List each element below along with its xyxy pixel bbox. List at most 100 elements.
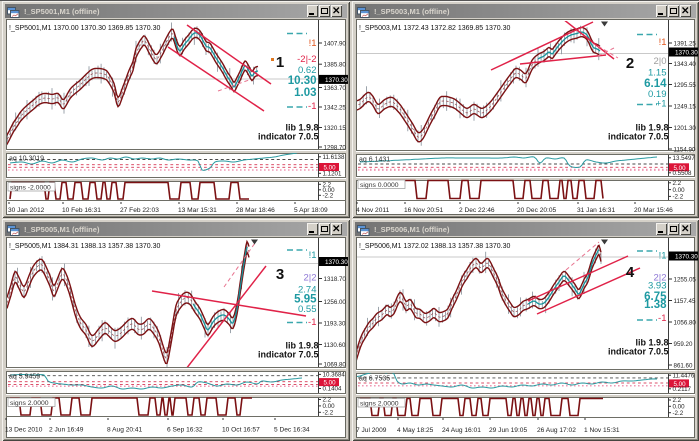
svg-text:13 Dec 2010: 13 Dec 2010 [5,427,43,434]
svg-text:4 Nov 2011: 4 Nov 2011 [356,207,390,214]
svg-text:30 Jan 2012: 30 Jan 2012 [8,207,45,214]
svg-text:aq 6.7535: aq 6.7535 [359,376,390,383]
svg-text:1.1201: 1.1201 [323,171,342,178]
svg-text:0.2117: 0.2117 [673,386,692,393]
svg-text:!_SP5005,M1 1384.31 1388.13 1: !_SP5005,M1 1384.31 1388.13 1357.38 1370… [9,243,161,250]
svg-text:1343.40: 1343.40 [674,61,697,68]
svg-text:10 Feb 16:31: 10 Feb 16:31 [62,207,101,214]
svg-text:16 Nov 20:51: 16 Nov 20:51 [404,207,444,214]
svg-text:!1: !1 [309,250,317,261]
svg-text:2|2: 2|2 [653,272,666,283]
svg-text:1370.30: 1370.30 [325,77,348,84]
svg-text:!_SP5006,M1 1372.02 1388.13 1: !_SP5006,M1 1372.02 1388.13 1357.38 1370… [359,243,511,250]
svg-text:1370.30: 1370.30 [325,259,348,266]
svg-text:24 Aug 16:01: 24 Aug 16:01 [442,427,481,434]
svg-text:0.5508: 0.5508 [673,170,692,177]
svg-text:indicator 7.0.5: indicator 7.0.5 [258,132,319,142]
svg-text:1.03: 1.03 [294,87,316,99]
svg-text:1.38: 1.38 [644,299,667,311]
svg-text:!1: !1 [659,250,667,261]
svg-text:aq 10.3019: aq 10.3019 [9,156,44,163]
svg-text:2.74: 2.74 [298,284,317,295]
svg-text:0.19: 0.19 [648,89,667,100]
svg-text:-2.2: -2.2 [673,410,684,417]
svg-text:2.2: 2.2 [673,180,682,187]
svg-text:5 Dec 16:34: 5 Dec 16:34 [274,427,310,434]
svg-text:!1: !1 [309,38,317,49]
svg-text:lib 1.9.8: lib 1.9.8 [285,341,318,351]
svg-text:2|2: 2|2 [303,272,316,283]
svg-text:1056.80: 1056.80 [674,320,697,327]
svg-text:5.00: 5.00 [324,165,337,172]
svg-text:28 Mar 18:46: 28 Mar 18:46 [236,207,275,214]
svg-text:1069.80: 1069.80 [324,362,347,369]
svg-text:0.00: 0.00 [673,404,686,411]
svg-text:1256.00: 1256.00 [324,299,347,306]
svg-text:1255.05: 1255.05 [674,277,697,284]
svg-text:10.30: 10.30 [288,75,317,87]
svg-text:2: 2 [626,55,634,72]
svg-text:5.00: 5.00 [324,380,337,387]
svg-text:1201.30: 1201.30 [674,125,697,132]
svg-text:1391.25: 1391.25 [674,41,697,48]
svg-text:1130.60: 1130.60 [324,342,346,349]
svg-text:1154.90: 1154.90 [674,147,696,154]
svg-text:4 May 18:25: 4 May 18:25 [397,427,434,434]
svg-text:!_SP5003,M1 1372.43 1372.82 1: !_SP5003,M1 1372.43 1372.82 1369.85 1370… [359,25,511,32]
svg-text:signs 0.0000: signs 0.0000 [360,182,399,189]
svg-text:!1: !1 [659,37,667,48]
svg-text:lib 1.9.8: lib 1.9.8 [285,123,318,133]
svg-text:-1: -1 [658,313,666,324]
svg-text:10 Oct 16:57: 10 Oct 16:57 [222,427,260,434]
svg-text:signs -2.0000: signs -2.0000 [10,185,51,192]
svg-text:11.6138: 11.6138 [323,154,345,161]
svg-text:1363.70: 1363.70 [324,85,347,92]
svg-text:3.93: 3.93 [648,280,667,291]
svg-text:signs 2.0000: signs 2.0000 [360,401,399,408]
svg-text:1342.25: 1342.25 [324,105,347,112]
svg-text:6.14: 6.14 [644,78,667,90]
svg-text:-2.2: -2.2 [673,194,684,201]
svg-text:-2.2: -2.2 [323,193,334,200]
svg-text:6 Sep 16:32: 6 Sep 16:32 [167,427,203,434]
svg-text:lib 1.9.8: lib 1.9.8 [635,123,668,133]
svg-text:1249.15: 1249.15 [674,104,697,111]
svg-text:0.00: 0.00 [323,187,336,194]
svg-text:1295.55: 1295.55 [674,82,697,89]
svg-text:signs 2.0000: signs 2.0000 [10,400,49,407]
svg-text:2 Dec 22:46: 2 Dec 22:46 [459,207,495,214]
svg-text:5.95: 5.95 [294,293,317,305]
svg-text:5.00: 5.00 [674,381,687,388]
svg-text:0.1404: 0.1404 [323,386,342,393]
svg-text:2 Jun 16:49: 2 Jun 16:49 [49,427,84,434]
svg-text:-2.2: -2.2 [323,410,334,417]
svg-text:31 Jan 16:31: 31 Jan 16:31 [577,207,615,214]
svg-text:1298.70: 1298.70 [324,145,347,152]
svg-text:10.3684: 10.3684 [323,372,346,379]
svg-text:1157.45: 1157.45 [674,298,696,305]
svg-text:2.2: 2.2 [323,397,332,404]
svg-text:6.75: 6.75 [644,291,667,303]
svg-text:1370.30: 1370.30 [675,254,698,261]
svg-text:8 Aug 20:41: 8 Aug 20:41 [107,427,143,434]
svg-text:indicator 7.0.5: indicator 7.0.5 [608,347,669,357]
svg-text:5.00: 5.00 [674,165,687,172]
svg-text:indicator 7.0.5: indicator 7.0.5 [608,132,669,142]
svg-text:aq 5.9459: aq 5.9459 [9,374,40,381]
svg-text:1318.70: 1318.70 [324,276,347,283]
svg-text:-1: -1 [308,101,316,112]
svg-text:0.55: 0.55 [298,304,317,315]
svg-text:5 Apr 18:09: 5 Apr 18:09 [294,207,328,214]
svg-text:11.4476: 11.4476 [673,372,695,379]
svg-text:1193.30: 1193.30 [324,321,346,328]
svg-text:20 Dec 20:05: 20 Dec 20:05 [517,207,557,214]
svg-text:indicator 7.0.5: indicator 7.0.5 [258,350,319,360]
svg-text:861.60: 861.60 [674,363,693,370]
svg-text:7 Jul 2009: 7 Jul 2009 [356,427,387,434]
svg-text:1320.15: 1320.15 [324,125,347,132]
svg-text:29 Jun 19:05: 29 Jun 19:05 [489,427,527,434]
svg-text:26 Aug 17:02: 26 Aug 17:02 [537,427,576,434]
svg-text:0.62: 0.62 [298,65,317,76]
svg-text:2.2: 2.2 [673,397,682,404]
svg-text:1407.90: 1407.90 [324,41,347,48]
